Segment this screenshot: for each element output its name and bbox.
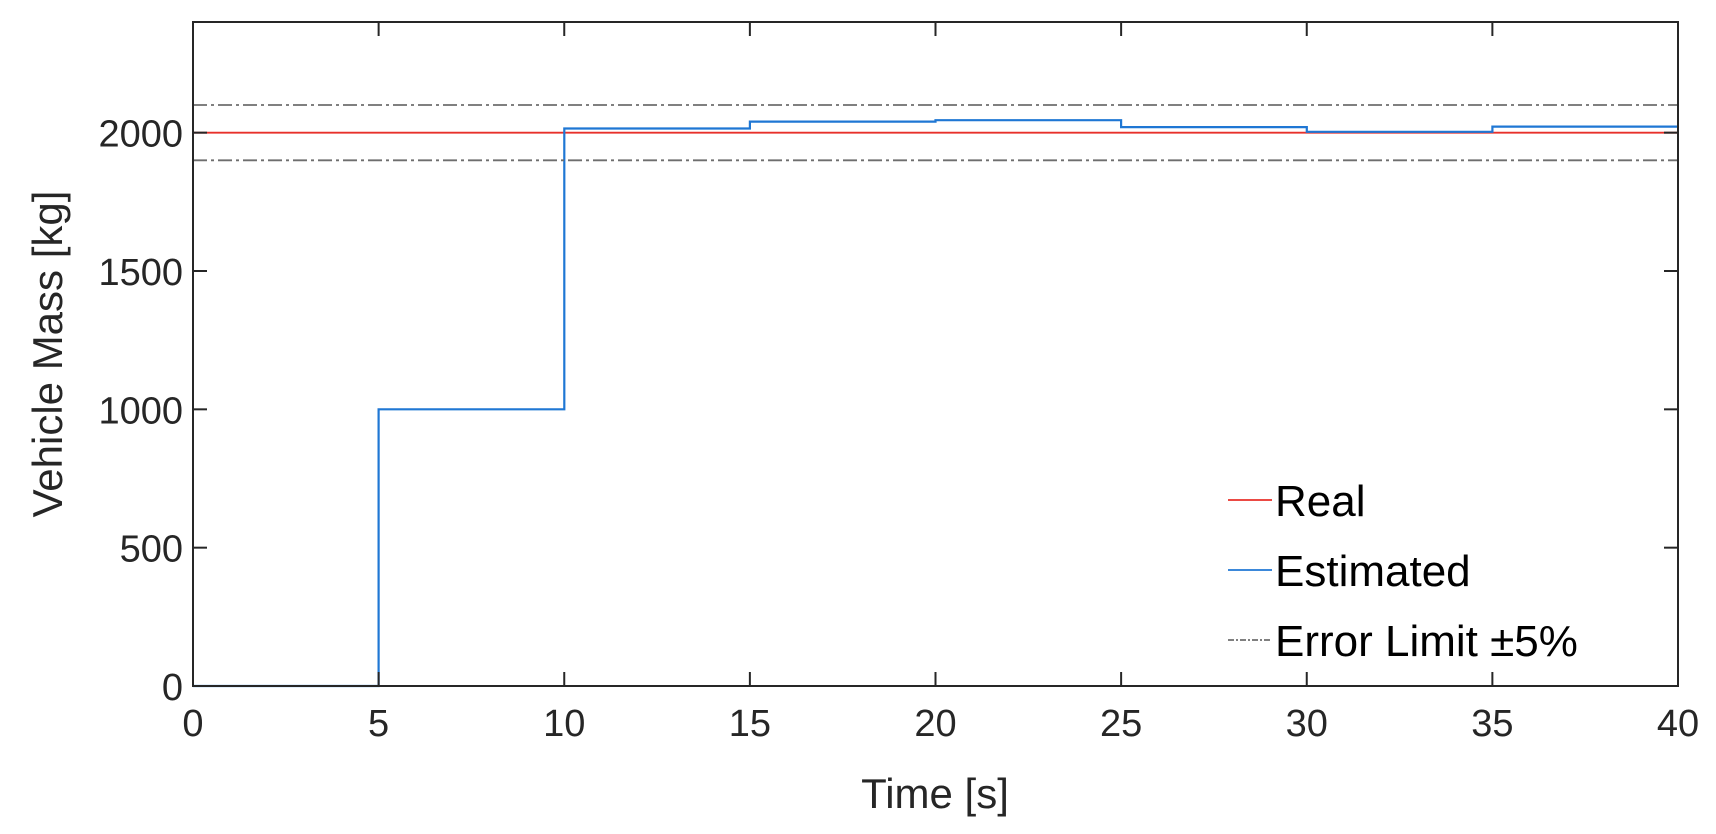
y-tick-label-4: 2000 <box>98 114 183 156</box>
x-tick-label-2: 10 <box>543 703 585 745</box>
x-axis-label: Time [s] <box>861 770 1009 817</box>
legend-label-1: Estimated <box>1275 547 1471 596</box>
x-tick-label-0: 0 <box>182 703 203 745</box>
x-tick-label-7: 35 <box>1471 703 1513 745</box>
legend: Real Estimated Error Limit ±5% <box>1228 477 1578 666</box>
x-tick-label-6: 30 <box>1286 703 1328 745</box>
y-axis-label: Vehicle Mass [kg] <box>24 191 71 518</box>
series-line-1 <box>193 119 1678 688</box>
y-tick-label-1: 500 <box>120 529 183 571</box>
x-tick-label-1: 5 <box>368 703 389 745</box>
x-tick-label-3: 15 <box>729 703 771 745</box>
legend-label-0: Real <box>1275 477 1366 526</box>
tick-labels-layer: 0 5 10 15 20 25 30 35 40 0 500 1000 1500 2000 <box>98 114 1699 745</box>
legend-label-2: Error Limit ±5% <box>1275 617 1578 666</box>
series-layer <box>193 104 1678 688</box>
plot-area-frame <box>192 21 1679 687</box>
x-tick-label-4: 20 <box>914 703 956 745</box>
x-tick-label-5: 25 <box>1100 703 1142 745</box>
x-tick-label-8: 40 <box>1657 703 1699 745</box>
y-tick-label-3: 1500 <box>98 252 183 294</box>
y-tick-label-0: 0 <box>162 667 183 709</box>
y-tick-label-2: 1000 <box>98 390 183 432</box>
